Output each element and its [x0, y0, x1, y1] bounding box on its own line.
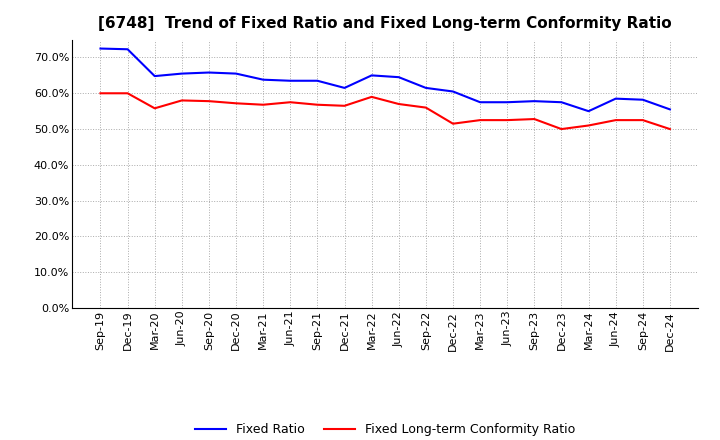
Fixed Ratio: [286, 78, 294, 84]
Fixed Ratio: [503, 99, 511, 105]
Fixed Long-term Conformity Ratio: [123, 91, 132, 96]
Line: Fixed Long-term Conformity Ratio: Fixed Long-term Conformity Ratio: [101, 93, 670, 129]
Fixed Long-term Conformity Ratio: [639, 117, 647, 123]
Fixed Ratio: [259, 77, 268, 82]
Fixed Ratio: [178, 71, 186, 76]
Fixed Long-term Conformity Ratio: [503, 117, 511, 123]
Fixed Ratio: [204, 70, 213, 75]
Fixed Ratio: [639, 97, 647, 103]
Fixed Long-term Conformity Ratio: [665, 126, 674, 132]
Fixed Ratio: [421, 85, 430, 91]
Fixed Long-term Conformity Ratio: [611, 117, 620, 123]
Title: [6748]  Trend of Fixed Ratio and Fixed Long-term Conformity Ratio: [6748] Trend of Fixed Ratio and Fixed Lo…: [99, 16, 672, 32]
Fixed Long-term Conformity Ratio: [178, 98, 186, 103]
Fixed Long-term Conformity Ratio: [584, 123, 593, 128]
Fixed Ratio: [449, 89, 457, 94]
Fixed Ratio: [557, 99, 566, 105]
Fixed Ratio: [150, 73, 159, 79]
Fixed Ratio: [341, 85, 349, 91]
Fixed Ratio: [584, 109, 593, 114]
Fixed Long-term Conformity Ratio: [421, 105, 430, 110]
Fixed Long-term Conformity Ratio: [476, 117, 485, 123]
Fixed Ratio: [476, 99, 485, 105]
Fixed Long-term Conformity Ratio: [286, 99, 294, 105]
Fixed Long-term Conformity Ratio: [449, 121, 457, 126]
Fixed Long-term Conformity Ratio: [557, 126, 566, 132]
Fixed Long-term Conformity Ratio: [204, 99, 213, 104]
Fixed Long-term Conformity Ratio: [232, 101, 240, 106]
Fixed Ratio: [611, 96, 620, 101]
Fixed Long-term Conformity Ratio: [96, 91, 105, 96]
Fixed Long-term Conformity Ratio: [259, 102, 268, 107]
Fixed Ratio: [395, 74, 403, 80]
Fixed Long-term Conformity Ratio: [341, 103, 349, 108]
Fixed Ratio: [313, 78, 322, 84]
Fixed Ratio: [530, 99, 539, 104]
Line: Fixed Ratio: Fixed Ratio: [101, 48, 670, 111]
Fixed Ratio: [665, 107, 674, 112]
Fixed Ratio: [96, 46, 105, 51]
Fixed Ratio: [123, 47, 132, 52]
Fixed Long-term Conformity Ratio: [530, 117, 539, 122]
Fixed Ratio: [367, 73, 376, 78]
Fixed Long-term Conformity Ratio: [395, 101, 403, 106]
Legend: Fixed Ratio, Fixed Long-term Conformity Ratio: Fixed Ratio, Fixed Long-term Conformity …: [190, 418, 580, 440]
Fixed Long-term Conformity Ratio: [150, 106, 159, 111]
Fixed Ratio: [232, 71, 240, 76]
Fixed Long-term Conformity Ratio: [367, 94, 376, 99]
Fixed Long-term Conformity Ratio: [313, 102, 322, 107]
